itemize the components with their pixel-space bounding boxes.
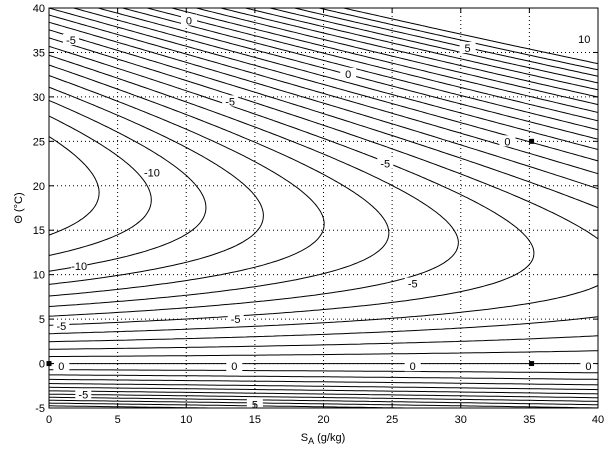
x-tick-label: 15 bbox=[249, 414, 261, 426]
contour-label: -10 bbox=[144, 167, 160, 179]
contour-label-bg bbox=[340, 67, 357, 79]
contour-label-bg bbox=[576, 33, 593, 45]
y-tick-label: 25 bbox=[33, 136, 45, 148]
contour-label: 10 bbox=[578, 34, 590, 46]
contour-label: 5 bbox=[465, 43, 471, 55]
contour-label-bg bbox=[222, 95, 239, 107]
y-tick-label: 15 bbox=[33, 225, 45, 237]
grid bbox=[49, 8, 598, 408]
contour-label-bg bbox=[143, 166, 160, 178]
contour-line bbox=[48, 37, 599, 335]
y-tick-label: -5 bbox=[35, 403, 45, 415]
contour-line bbox=[49, 7, 599, 374]
contour-label-bg bbox=[404, 277, 421, 289]
contour-line bbox=[343, 7, 599, 65]
contour-line bbox=[48, 45, 535, 326]
contour-line bbox=[48, 7, 599, 395]
contour-label: -5 bbox=[231, 314, 241, 326]
contour-label-bg bbox=[227, 313, 244, 325]
contour-line bbox=[48, 136, 100, 236]
contour-label-bg bbox=[404, 360, 421, 372]
contour-label-bg bbox=[62, 34, 79, 45]
contour-line bbox=[49, 7, 599, 402]
contour-label-bg bbox=[75, 388, 92, 400]
contour-label: -5 bbox=[66, 35, 76, 47]
contour-label: -5 bbox=[225, 96, 235, 108]
contour-label: -10 bbox=[71, 261, 87, 273]
contour-label-bg bbox=[459, 42, 476, 53]
contour-label: 0 bbox=[231, 361, 237, 373]
reference-point bbox=[529, 138, 535, 144]
x-tick-label: 20 bbox=[317, 414, 329, 426]
contour-line bbox=[48, 7, 599, 409]
contour-line bbox=[48, 64, 390, 307]
contour-label: -5 bbox=[408, 279, 418, 291]
contour-line bbox=[48, 14, 599, 358]
contour-label-bg bbox=[226, 360, 243, 372]
y-tick-label: 10 bbox=[33, 270, 45, 282]
contour-label-bg bbox=[377, 157, 394, 169]
x-tick-label: 25 bbox=[386, 414, 398, 426]
contour-label-bg bbox=[180, 14, 197, 26]
contour-label-bg bbox=[53, 360, 70, 372]
y-tick-label: 35 bbox=[33, 47, 45, 59]
x-tick-label: 40 bbox=[592, 414, 604, 426]
y-tick-label: 30 bbox=[33, 92, 45, 104]
x-tick-label: 30 bbox=[455, 414, 467, 426]
contour-line bbox=[49, 7, 599, 386]
contour-line bbox=[48, 99, 207, 272]
y-axis-label: Θ (°C) bbox=[13, 192, 25, 223]
contour-label: -5 bbox=[380, 159, 390, 171]
contour-label: -5 bbox=[56, 321, 66, 333]
contour-line bbox=[48, 21, 599, 350]
contour-label-bg bbox=[580, 360, 597, 372]
y-tick-label: 5 bbox=[39, 314, 45, 326]
contour-line bbox=[48, 7, 599, 409]
contour-label: -5 bbox=[78, 390, 88, 402]
contour-line bbox=[48, 54, 459, 317]
contour-line bbox=[49, 7, 599, 406]
contour-label: 0 bbox=[186, 15, 192, 27]
contour-line bbox=[49, 7, 599, 399]
x-tick-label: 5 bbox=[115, 414, 121, 426]
x-tick-label: 35 bbox=[523, 414, 535, 426]
y-tick-label: 0 bbox=[39, 359, 45, 371]
contour-line bbox=[49, 7, 599, 409]
x-tick-label: 0 bbox=[46, 414, 52, 426]
contour-label: 0 bbox=[345, 69, 351, 81]
x-axis-label: SA (g/kg) bbox=[301, 432, 346, 446]
contour-label: 0 bbox=[58, 361, 64, 373]
contour-line bbox=[48, 115, 152, 256]
contour-line bbox=[48, 7, 599, 391]
y-tick-label: 20 bbox=[33, 181, 45, 193]
contour-label-bg bbox=[53, 320, 70, 332]
contour-line bbox=[49, 7, 599, 380]
contour-lines bbox=[48, 7, 599, 409]
y-tick-label: 40 bbox=[33, 3, 45, 15]
reference-point bbox=[529, 361, 535, 367]
contour-line bbox=[48, 86, 264, 285]
contour-label-bg bbox=[499, 135, 516, 147]
contour-line bbox=[48, 29, 599, 343]
contour-label: 0 bbox=[504, 136, 510, 148]
contour-label: 0 bbox=[585, 361, 591, 373]
x-tick-label: 10 bbox=[180, 414, 192, 426]
contour-line bbox=[48, 75, 325, 297]
contour-label: 0 bbox=[410, 361, 416, 373]
contour-label-bg bbox=[71, 259, 88, 271]
